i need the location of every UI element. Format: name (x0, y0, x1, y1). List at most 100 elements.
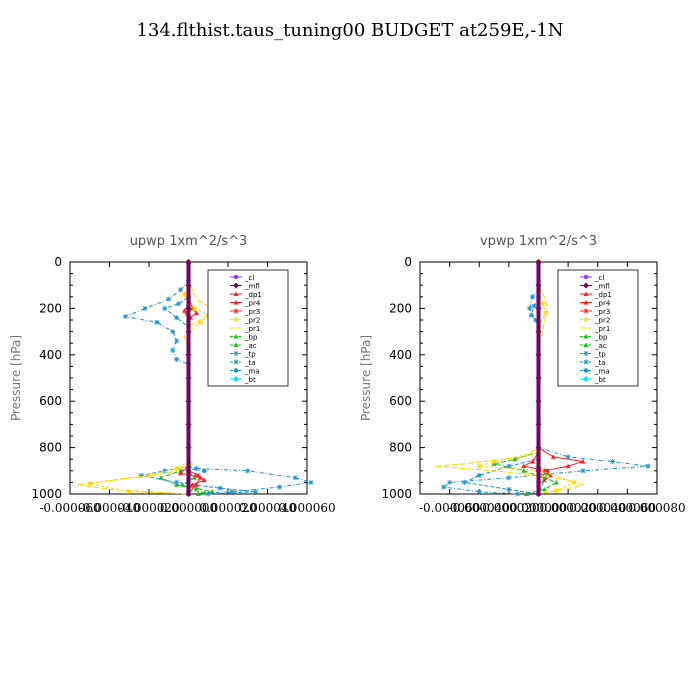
series-point-pr2 (191, 305, 197, 311)
series-point-pr2 (540, 301, 546, 307)
series-point-mfl (185, 259, 192, 265)
series-point-mfl (535, 351, 542, 358)
series-point-tp (174, 356, 180, 362)
series-point-mfl (185, 491, 192, 497)
series-point-bp (521, 468, 527, 473)
series-line-pr2 (479, 262, 576, 495)
series-point-dp1 (182, 308, 188, 313)
series-point-ta (174, 479, 180, 485)
series-point-tp (441, 484, 447, 490)
legend-marker (233, 300, 239, 305)
series-point-tp (229, 489, 235, 495)
series-point-pr2 (174, 465, 180, 471)
series-point-ta (205, 491, 211, 497)
x-tick-label: 0.000000 (510, 501, 567, 515)
legend-label: _cl (244, 274, 254, 282)
legend-label: _pr1 (244, 325, 260, 333)
series-point-mfl (185, 375, 192, 381)
legend-label: _ac (594, 342, 607, 350)
x-tick-label: -0.000040 (79, 501, 140, 515)
figure-title: 134.flthist.taus_tuning00 BUDGET at259E,… (136, 20, 564, 41)
x-tick-label: 0.000060 (278, 501, 335, 515)
series-point-pr2 (182, 291, 188, 297)
legend-label: _mfl (244, 283, 260, 291)
series-point-pr4 (193, 310, 199, 316)
series-point-tp (610, 459, 616, 465)
chart-title: vpwp 1xm^2/s^3 (480, 234, 597, 249)
y-tick-label: 400 (389, 348, 412, 362)
x-tick-label: 0.000080 (628, 501, 685, 515)
series-point-mfl (535, 398, 542, 405)
legend-label: _pr3 (244, 308, 260, 316)
series-point-tp (170, 329, 176, 335)
series-point-mfl (185, 421, 192, 428)
x-tick-label: -0.000020 (118, 501, 179, 515)
legend-marker (583, 334, 589, 339)
series-point-mfl (535, 259, 542, 265)
series-point-tp (447, 479, 453, 485)
legend-marker (233, 317, 239, 322)
legend-marker (583, 376, 589, 382)
series-point-bp (512, 456, 518, 462)
series-point-mfl (185, 282, 192, 289)
series-point-pr4 (547, 472, 553, 478)
series-line-pr1 (77, 262, 213, 495)
x-tick-label: -0.000060 (39, 501, 100, 515)
series-point-pr2 (126, 489, 132, 495)
legend-label: _bp (594, 334, 608, 342)
series-point-tp (170, 347, 176, 353)
series-point-pr4 (201, 477, 207, 483)
legend-marker (233, 308, 239, 314)
series-point-pr4 (195, 472, 201, 478)
legend-marker (583, 342, 589, 347)
legend-box (557, 269, 639, 387)
series-point-tp (154, 319, 160, 325)
series-point-mfl (535, 305, 542, 312)
series-point-tp (193, 465, 199, 471)
series-point-tp (515, 491, 521, 497)
series-point-tp (245, 468, 251, 474)
series-point-ta (253, 489, 259, 495)
legend-label: _ac (244, 342, 257, 350)
chart-panel-1: vpwp 1xm^2/s^3 Pressure [hPa] 0 200 400 600 80… (359, 234, 686, 515)
legend-marker (233, 334, 239, 339)
series-point-pr4 (541, 468, 547, 473)
y-tick-label: 0 (404, 255, 412, 269)
series-point-ta (162, 468, 168, 474)
series-point-tp (122, 314, 128, 320)
series-point-mfl (185, 305, 192, 312)
x-tick-label: 0.000020 (539, 501, 596, 515)
series-point-tp (292, 475, 298, 481)
series-point-pr4 (565, 463, 571, 469)
legend-label: _pr1 (594, 325, 610, 333)
series-point-bp (193, 485, 199, 491)
series-point-pr2 (476, 463, 482, 469)
series-line-tp (123, 262, 312, 495)
series-point-tp (476, 489, 482, 495)
series-point-tp (174, 338, 180, 344)
legend-label: _pr4 (244, 300, 261, 308)
series-point-ta (528, 312, 534, 318)
legend-label: _mfl (594, 283, 610, 291)
legend-label: _ma (244, 368, 260, 376)
x-tick-label: -0.000060 (419, 501, 480, 515)
legend-marker (583, 274, 589, 280)
series-point-ta (176, 301, 182, 307)
series-point-ma (202, 468, 207, 473)
series-point-ta (461, 479, 467, 485)
series-point-tp (506, 475, 512, 481)
y-tick-label: 800 (39, 441, 62, 455)
y-tick-label: 400 (39, 348, 62, 362)
legend-marker (233, 274, 239, 280)
y-tick-label: 200 (39, 301, 62, 315)
series-point-ta (217, 485, 223, 491)
series-point-mfl (535, 282, 542, 289)
y-axis-label: Pressure [hPa] (359, 335, 373, 421)
legend-marker (583, 351, 589, 356)
y-tick-label: 600 (39, 394, 62, 408)
series-point-pr4 (189, 482, 195, 487)
series-point-pr4 (580, 459, 586, 464)
series-point-bp (524, 491, 530, 496)
series-point-tp (142, 305, 148, 311)
legend-marker (233, 376, 239, 382)
